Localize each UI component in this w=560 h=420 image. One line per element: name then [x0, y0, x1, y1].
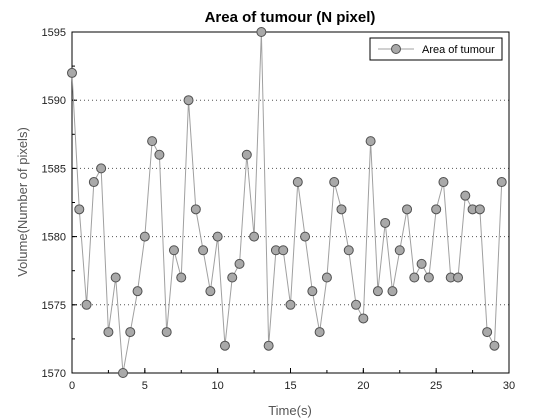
- x-tick-label: 5: [142, 380, 148, 392]
- data-point: [423, 272, 434, 283]
- data-point: [198, 245, 209, 256]
- data-point: [460, 190, 471, 201]
- data-point: [380, 217, 391, 228]
- data-point: [88, 177, 99, 188]
- data-point: [285, 299, 296, 310]
- data-point: [431, 204, 442, 215]
- data-point: [249, 231, 260, 242]
- x-tick-label: 20: [357, 380, 369, 392]
- data-point: [256, 27, 267, 37]
- data-point: [67, 67, 77, 78]
- data-point: [183, 95, 194, 106]
- data-point: [300, 231, 311, 242]
- data-point: [205, 286, 216, 297]
- x-tick-label: 10: [212, 380, 224, 392]
- data-point: [132, 286, 143, 297]
- x-tick-label: 0: [69, 380, 75, 392]
- data-point: [212, 231, 223, 242]
- data-point: [474, 204, 485, 215]
- data-point: [81, 299, 92, 310]
- x-axis-label: Time(s): [268, 403, 312, 418]
- plot-frame: [71, 31, 510, 374]
- x-tick-label: 25: [430, 380, 442, 392]
- legend: Area of tumour: [369, 37, 503, 61]
- data-point: [496, 177, 507, 188]
- data-point: [103, 327, 114, 338]
- data-point: [219, 340, 230, 351]
- data-point: [402, 204, 413, 215]
- data-point: [372, 286, 383, 297]
- data-point: [234, 258, 245, 269]
- data-point: [139, 231, 150, 242]
- y-tick-label: 1570: [42, 368, 66, 380]
- data-point: [307, 286, 318, 297]
- y-tick-label: 1575: [42, 300, 66, 312]
- data-point: [365, 136, 376, 147]
- chart-title: Area of tumour (N pixel): [205, 9, 376, 26]
- data-point: [74, 204, 85, 215]
- y-tick-label: 1595: [42, 27, 66, 39]
- data-point: [489, 340, 500, 351]
- data-point: [227, 272, 238, 283]
- legend-box: [369, 37, 503, 61]
- x-tick-label: 30: [503, 380, 515, 392]
- y-tick-label: 1585: [42, 163, 66, 175]
- data-point: [329, 177, 340, 188]
- y-axis-label: Volume(Number of pixels): [15, 127, 30, 277]
- data-point: [409, 272, 420, 283]
- data-point: [147, 136, 158, 147]
- data-point: [154, 149, 165, 160]
- grid: [72, 99, 509, 306]
- data-point: [343, 245, 354, 256]
- data-point: [168, 245, 179, 256]
- data-point: [438, 177, 449, 188]
- data-point: [292, 177, 303, 188]
- x-tick-label: 15: [284, 380, 296, 392]
- data-point: [453, 272, 464, 283]
- data-point: [263, 340, 274, 351]
- legend-marker: [391, 44, 401, 54]
- data-point: [314, 327, 325, 338]
- y-axis: 1570 1575 1580 1585 1590 1595: [42, 27, 77, 380]
- data-point: [336, 204, 347, 215]
- data-point: [161, 327, 172, 338]
- y-tick-label: 1580: [42, 232, 66, 244]
- data-point: [110, 272, 121, 283]
- data-point: [241, 149, 252, 160]
- data-point: [482, 327, 493, 338]
- data-point: [321, 272, 332, 283]
- data-point: [394, 245, 405, 256]
- data-point: [117, 368, 128, 378]
- x-axis: 0 5 10 15 20 25 30: [69, 368, 515, 392]
- data-point: [176, 272, 187, 283]
- data-point: [190, 204, 201, 215]
- data-point: [96, 163, 107, 174]
- data-point: [125, 327, 136, 338]
- data-point: [358, 313, 369, 324]
- y-tick-label: 1590: [42, 95, 66, 107]
- data-point: [387, 286, 398, 297]
- data-point: [416, 258, 427, 269]
- data-point: [278, 245, 289, 256]
- series-layer: [67, 27, 507, 378]
- series-line: [71, 31, 503, 374]
- data-point: [351, 299, 362, 310]
- legend-label: Area of tumour: [422, 44, 495, 56]
